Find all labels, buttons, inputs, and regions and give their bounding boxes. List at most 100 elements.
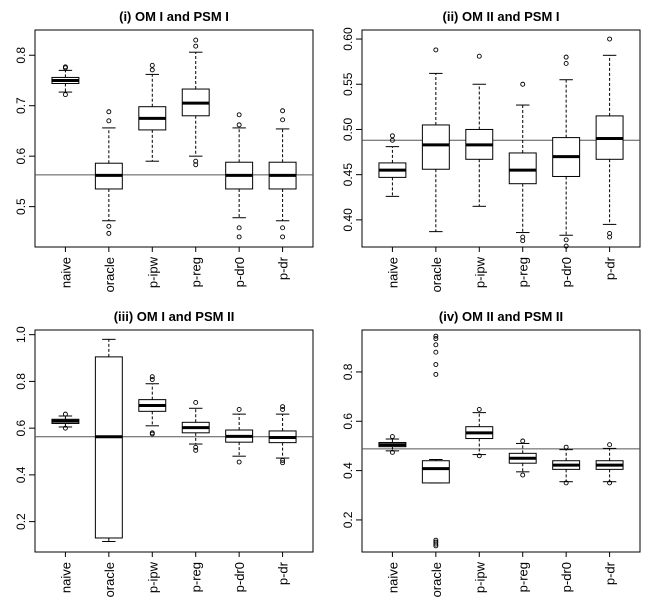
y-tick-label: 0.6 — [14, 147, 28, 164]
boxplot-p-reg — [508, 81, 537, 244]
outlier-point — [280, 225, 286, 231]
outlier-point — [433, 539, 439, 545]
boxplot-oracle — [421, 333, 450, 549]
box-iqr — [508, 152, 537, 185]
chart-panel-4: (iv) OM II and PSM II 0.2 0.4 0.6 0.8 naive or… — [341, 309, 641, 597]
outlier-point — [389, 137, 395, 143]
outlier-point — [280, 108, 286, 114]
chart-panel-2: (ii) OM II and PSM I 0.40 0.45 0.50 0.55 0.60… — [341, 9, 641, 292]
outlier-point — [236, 122, 242, 128]
chart-title: (iii) OM I and PSM II — [114, 309, 235, 324]
outlier-point — [520, 234, 526, 240]
boxplot-naive — [51, 64, 80, 98]
outlier-point — [389, 449, 395, 455]
outlier-point — [476, 453, 482, 459]
x-category-label: p-ipw — [472, 561, 487, 593]
outlier-point — [106, 109, 112, 115]
boxplot-p-reg — [181, 37, 210, 168]
outlier-point — [607, 480, 613, 486]
outlier-point — [563, 480, 569, 486]
outlier-point — [280, 457, 286, 463]
outlier-point — [236, 459, 242, 465]
x-category-label: p-dr — [276, 256, 291, 280]
y-tick-label: 0.40 — [341, 208, 355, 232]
y-tick-label: 0.50 — [341, 117, 355, 141]
boxplot-naive — [51, 411, 80, 431]
x-category-label: naive — [385, 257, 400, 288]
plot-frame — [34, 29, 314, 248]
outlier-point — [280, 460, 286, 466]
outlier-point — [62, 425, 68, 431]
y-tick-label: 0.45 — [341, 163, 355, 187]
y-tick-label: 0.2 — [14, 513, 28, 530]
outlier-point — [389, 133, 395, 139]
y-tick-label: 0.4 — [14, 466, 28, 483]
outlier-point — [236, 407, 242, 412]
y-tick-label: 0.7 — [14, 97, 28, 114]
y-tick-label: 0.60 — [341, 27, 355, 51]
outlier-point — [389, 434, 395, 440]
outlier-point — [476, 53, 482, 59]
x-category-label: naive — [385, 562, 400, 593]
x-category-label: p-reg — [516, 257, 531, 287]
boxplot-p-dr — [268, 108, 297, 240]
outlier-point — [149, 67, 155, 73]
box-iqr — [421, 460, 450, 484]
boxplot-p-dr0 — [552, 444, 581, 486]
plot-frame — [361, 29, 641, 248]
outlier-point — [607, 36, 613, 42]
plot-frame — [34, 329, 314, 553]
x-category-label: p-dr0 — [232, 562, 247, 592]
chart-panel-3: (iii) OM I and PSM II 0.2 0.4 0.6 0.8 1.0 naiv… — [14, 309, 314, 597]
box-iqr — [94, 356, 123, 539]
outlier-point — [433, 47, 439, 53]
outlier-point — [236, 225, 242, 231]
outlier-point — [62, 92, 68, 98]
outlier-point — [280, 407, 286, 412]
outlier-point — [520, 472, 526, 478]
outlier-point — [607, 442, 613, 448]
outlier-point — [280, 234, 286, 240]
y-tick-label: 0.2 — [341, 511, 355, 528]
y-tick-label: 0.4 — [341, 462, 355, 479]
outlier-point — [520, 81, 526, 87]
outlier-point — [607, 230, 613, 236]
outlier-point — [62, 64, 68, 70]
outlier-point — [280, 404, 286, 410]
x-category-label: p-dr — [603, 561, 618, 585]
outlier-point — [563, 61, 569, 66]
outlier-point — [193, 43, 199, 49]
x-category-label: p-reg — [189, 257, 204, 287]
outlier-point — [280, 117, 286, 123]
outlier-point — [433, 537, 439, 543]
outlier-point — [149, 374, 155, 380]
outlier-point — [149, 430, 155, 436]
outlier-point — [149, 62, 155, 68]
outlier-point — [236, 234, 242, 240]
boxplot-oracle — [421, 47, 450, 233]
x-category-label: p-reg — [189, 562, 204, 592]
x-category-label: oracle — [102, 257, 117, 292]
x-category-label: oracle — [429, 257, 444, 292]
boxplot-naive — [378, 133, 407, 197]
outlier-point — [563, 444, 569, 450]
outlier-point — [433, 349, 439, 355]
outlier-point — [193, 444, 199, 450]
boxplot-oracle — [94, 109, 123, 236]
outlier-point — [62, 411, 68, 417]
boxplot-p-dr — [595, 36, 624, 240]
x-category-label: oracle — [429, 562, 444, 597]
y-tick-label: 0.6 — [341, 413, 355, 430]
outlier-point — [193, 162, 199, 168]
outlier-point — [520, 438, 526, 444]
boxplot-p-reg — [181, 399, 210, 453]
x-category-label: p-dr0 — [559, 257, 574, 287]
boxplot-p-dr0 — [552, 54, 581, 249]
outlier-point — [433, 362, 439, 367]
boxplot-p-ipw — [138, 62, 167, 162]
boxplot-p-dr0 — [225, 407, 254, 465]
outlier-point — [433, 371, 439, 377]
outlier-point — [106, 118, 112, 124]
outlier-point — [193, 399, 199, 405]
plot-frame — [361, 329, 641, 553]
